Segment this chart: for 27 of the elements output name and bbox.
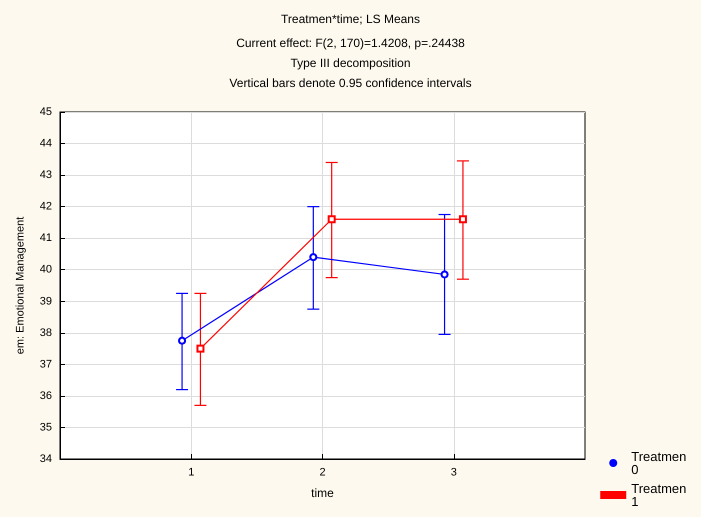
y-tick-label: 42 [40, 200, 52, 213]
point [458, 215, 467, 224]
y-tick-label: 45 [40, 106, 52, 118]
chart-title: Treatmen*time; LS Means [281, 12, 420, 26]
x-tick-label: 2 [319, 466, 326, 478]
point [178, 336, 186, 345]
y-tick-label: 39 [40, 295, 52, 308]
y-tick-label: 35 [40, 421, 52, 434]
y-axis-title: em: Emotional Management [14, 216, 26, 354]
x-axis-title: time [311, 486, 334, 500]
chart-subtitle: Current effect: F(2, 170)=1.4208, p=.24438 Type III decomposition Vertical bars denote 0.95 confidence intervals [229, 36, 472, 90]
point [196, 344, 204, 353]
point [328, 215, 336, 224]
legend-label: Treatmen 0 [631, 449, 690, 477]
y-tick-label: 40 [40, 264, 52, 276]
x-tick-label: 3 [450, 466, 457, 478]
y-tick-label: 38 [40, 326, 52, 339]
point [309, 253, 318, 262]
y-tick-label: 36 [40, 390, 52, 402]
y-tick-label: 41 [40, 232, 52, 244]
y-tick-label: 34 [40, 453, 52, 465]
y-tick-label: 37 [40, 358, 52, 370]
y-tick-label: 43 [40, 169, 52, 182]
legend-label: Treatmen 1 [631, 481, 690, 509]
point [440, 270, 449, 278]
x-tick-label: 1 [188, 466, 194, 478]
y-tick-label: 44 [40, 138, 52, 150]
